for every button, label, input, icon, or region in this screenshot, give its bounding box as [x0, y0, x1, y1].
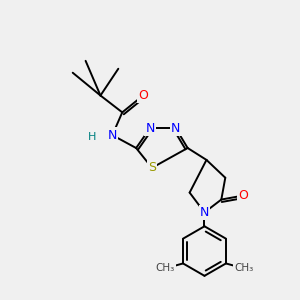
Text: CH₃: CH₃	[234, 263, 254, 273]
Text: N: N	[145, 122, 155, 135]
Text: CH₃: CH₃	[156, 263, 175, 273]
Text: N: N	[200, 206, 209, 219]
Text: O: O	[238, 189, 248, 202]
Text: H: H	[88, 132, 97, 142]
Text: S: S	[148, 161, 156, 174]
Text: O: O	[138, 89, 148, 102]
Text: N: N	[108, 129, 117, 142]
Text: N: N	[171, 122, 180, 135]
